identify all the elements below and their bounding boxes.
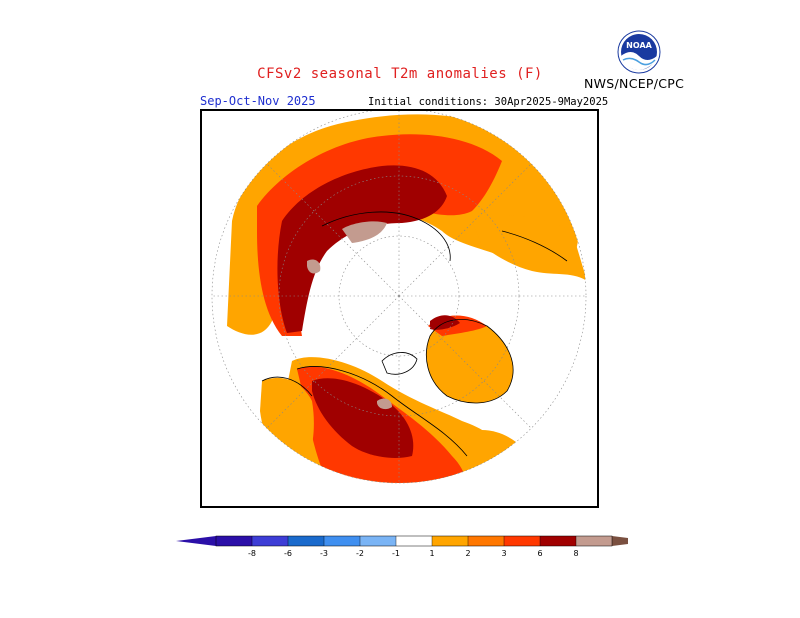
anomaly-region-europe-1f <box>472 215 586 281</box>
anomaly-region-canada-6f <box>312 378 414 458</box>
colorbar-tick-label: -6 <box>284 549 292 558</box>
map-frame <box>200 108 599 508</box>
colorbar-arrow-below <box>176 536 216 546</box>
colorbar-tick-label: 2 <box>465 549 470 558</box>
logo-text: NOAA <box>626 41 652 50</box>
initial-conditions-label: Initial conditions: 30Apr2025-9May2025 <box>368 96 609 108</box>
colorbar-tick-label: 3 <box>501 549 506 558</box>
colorbar-tick-label: 1 <box>429 549 434 558</box>
colorbar: -8 -6 -3 -2 -1 1 2 3 6 8 <box>176 535 628 558</box>
colorbar-tick-label: -3 <box>320 549 328 558</box>
colorbar-arrow-above <box>612 536 628 546</box>
colorbar-bin-pos6 <box>540 536 576 546</box>
colorbar-bin-neg6 <box>252 536 288 546</box>
colorbar-bin-neg2 <box>324 536 360 546</box>
colorbar-tick-label: 6 <box>537 549 542 558</box>
anomaly-region-greenland-1f <box>426 319 514 403</box>
colorbar-bin-zero <box>396 536 432 546</box>
noaa-logo: NOAA <box>617 30 661 74</box>
colorbar-bin-neg1 <box>360 536 396 546</box>
polar-map <box>211 108 587 484</box>
anomaly-region-eurasia-6f <box>277 165 447 333</box>
season-label: Sep-Oct-Nov 2025 <box>200 94 316 108</box>
colorbar-bin-pos1 <box>432 536 468 546</box>
anomaly-region-alaska-1f <box>260 377 314 481</box>
anomaly-region-canada-8f <box>377 398 392 410</box>
coastlines <box>261 211 568 457</box>
map-title: CFSv2 seasonal T2m anomalies (F) <box>257 66 543 82</box>
anomaly-region-eurasia-8f <box>342 221 387 243</box>
colorbar-tick-label: -1 <box>392 549 400 558</box>
colorbar-tick-label: -8 <box>248 549 256 558</box>
agency-label: NWS/NCEP/CPC <box>584 76 685 91</box>
anomaly-region-eurasia-3f <box>257 134 502 336</box>
colorbar-bin-neg3 <box>288 536 324 546</box>
colorbar-tick-label: -2 <box>356 549 364 558</box>
colorbar-bin-pos2 <box>468 536 504 546</box>
colorbar-tick-labels: -8 -6 -3 -2 -1 1 2 3 6 8 <box>248 536 579 558</box>
colorbar-bin-neg8 <box>216 536 252 546</box>
colorbar-tick-label: 8 <box>573 549 578 558</box>
anomaly-region-siberia-8f <box>307 259 321 274</box>
colorbar-bin-pos3 <box>504 536 540 546</box>
anomaly-region-atlantic-1f <box>463 430 532 483</box>
colorbar-bin-pos8 <box>576 536 612 546</box>
